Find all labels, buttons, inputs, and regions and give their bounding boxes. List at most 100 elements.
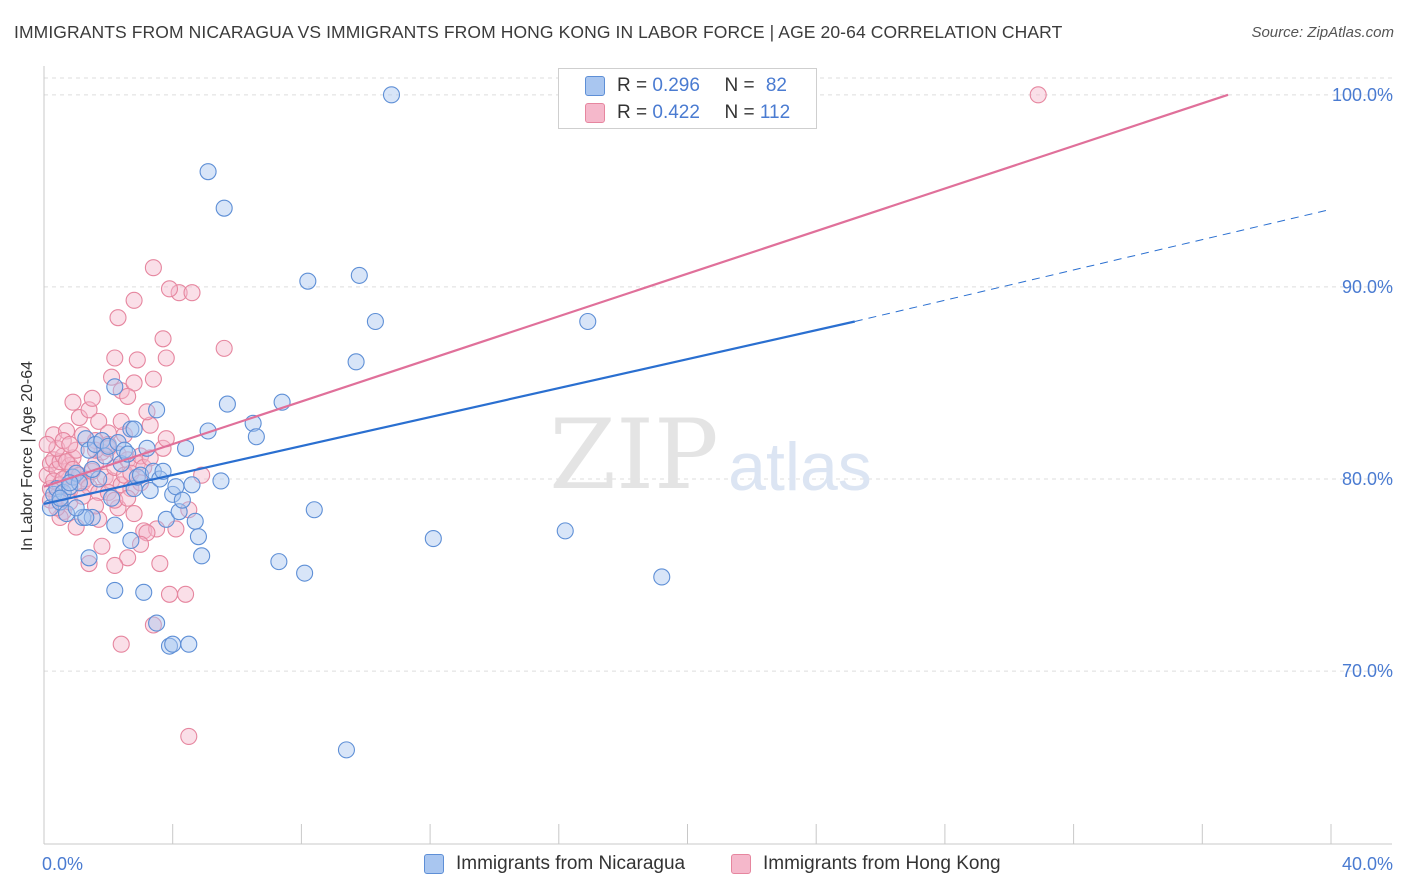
watermark-atlas: atlas [728, 429, 872, 505]
nicaragua-point [99, 437, 117, 455]
nicaragua-point [57, 505, 76, 523]
nicaragua-swatch [585, 76, 605, 96]
hongkong-point [64, 393, 82, 411]
nicaragua-point [337, 741, 355, 759]
hongkong-point [1029, 86, 1047, 104]
nicaragua-point [299, 272, 317, 290]
nicaragua-point [382, 86, 401, 104]
hongkong-point [144, 370, 162, 388]
nicaragua-point [96, 447, 114, 465]
nicaragua-point [80, 441, 98, 459]
r-label: R = [617, 75, 653, 96]
nicaragua-point [106, 378, 124, 396]
nicaragua-point [579, 312, 597, 331]
hongkong-point [157, 349, 175, 367]
hongkong-point [57, 422, 76, 440]
nicaragua-point [148, 614, 166, 632]
nicaragua-point [164, 635, 182, 653]
nicaragua-point [122, 531, 140, 550]
y-tick-label: 80.0% [1342, 469, 1393, 489]
hongkong-point [103, 368, 121, 386]
nicaragua-point [247, 428, 265, 446]
nicaragua-point [189, 528, 207, 546]
hongkong-swatch [585, 103, 605, 123]
hongkong-point [128, 351, 146, 369]
hongkong-point [67, 441, 85, 459]
nicaragua-point [350, 266, 368, 284]
nicaragua-point [212, 472, 230, 490]
r-value: 0.422 [652, 102, 700, 123]
y-tick-label: 90.0% [1342, 277, 1393, 297]
hongkong-point [61, 435, 79, 453]
tick-labels: 70.0% 80.0% 90.0% 100.0% 0.0% 40.0% [42, 85, 1393, 874]
nicaragua-point [125, 420, 143, 438]
series-legend: Immigrants from Nicaragua Immigrants fro… [0, 852, 1406, 878]
nicaragua-point [180, 635, 198, 653]
nicaragua-point [556, 522, 574, 540]
nicaragua-point [199, 163, 217, 181]
hongkong-point [154, 330, 172, 348]
nicaragua-point [193, 547, 211, 565]
nicaragua-point [218, 395, 236, 413]
x-tick-label: 0.0% [42, 854, 83, 874]
nicaragua-point [173, 491, 191, 509]
source-credit: Source: ZipAtlas.com [1251, 24, 1394, 41]
n-value: 82 [765, 75, 787, 96]
nicaragua-point [366, 312, 384, 331]
hongkong-point [119, 549, 137, 567]
hongkong-point [106, 349, 124, 367]
nicaragua-point [83, 508, 101, 526]
hongkong-point [83, 389, 101, 407]
nicaragua-point [135, 583, 153, 601]
n-label: N = [724, 102, 760, 123]
hongkong-point [215, 339, 233, 357]
hongkong-point [160, 585, 179, 603]
x-tick-label: 40.0% [1342, 854, 1393, 874]
hongkong-point [125, 291, 143, 309]
nicaragua-point [186, 512, 204, 530]
nicaragua-point [305, 501, 323, 519]
y-tick-label: 100.0% [1332, 85, 1393, 105]
hongkong-point [80, 554, 98, 573]
hongkong-point [177, 585, 195, 603]
hongkong-point [45, 426, 63, 444]
n-value: 112 [759, 102, 791, 123]
nicaragua-point [653, 568, 671, 586]
hongkong-trend-line [43, 93, 1229, 488]
nicaragua-point [80, 549, 98, 567]
legend-label: Immigrants from Hong Kong [763, 853, 1001, 874]
nicaragua-point [199, 422, 217, 440]
y-tick-label: 70.0% [1342, 661, 1393, 681]
legend-label: Immigrants from Nicaragua [456, 853, 686, 874]
nicaragua-trend-line [43, 320, 856, 506]
nicaragua-point [183, 476, 201, 494]
r-label: R = [617, 102, 653, 123]
hongkong-point [144, 259, 162, 277]
nicaragua-point [296, 564, 314, 582]
hongkong-point [106, 556, 124, 575]
stats-legend: R = 0.296 N = 82 R = 0.422 N = 112 [558, 68, 817, 129]
hongkong-point [180, 727, 198, 745]
nicaragua-point [148, 401, 166, 419]
hongkong-swatch [731, 854, 751, 874]
hongkong-point [141, 416, 159, 434]
nicaragua-point [347, 353, 365, 371]
nicaragua-point [103, 489, 121, 507]
hongkong-point [160, 280, 179, 298]
nicaragua-point [215, 199, 233, 217]
hongkong-point [119, 387, 137, 405]
nicaragua-point [141, 481, 159, 500]
watermark-zip: ZIP [549, 399, 718, 511]
hongkong-point [38, 435, 56, 453]
hongkong-point [90, 412, 108, 430]
n-label: N = [724, 75, 760, 96]
axes [43, 66, 1392, 845]
nicaragua-swatch [424, 854, 444, 874]
chart-title: IMMIGRANTS FROM NICARAGUA VS IMMIGRANTS … [14, 22, 1063, 42]
nicaragua-point [106, 581, 124, 599]
hongkong-point [93, 537, 111, 555]
nicaragua-point [83, 460, 101, 478]
hongkong-point [151, 554, 169, 573]
hongkong-point [183, 284, 201, 302]
hongkong-point [170, 284, 188, 302]
